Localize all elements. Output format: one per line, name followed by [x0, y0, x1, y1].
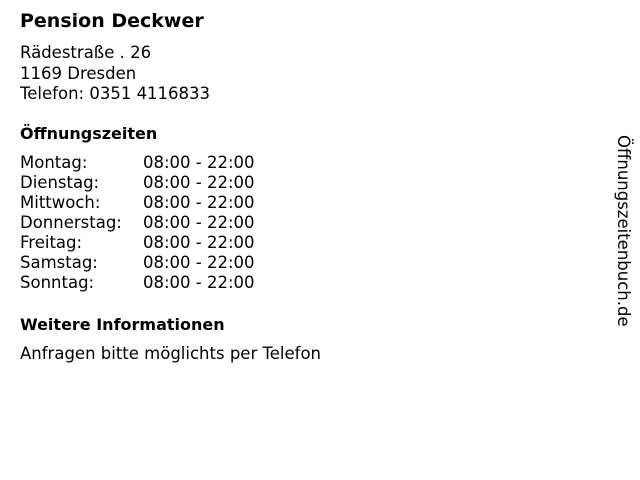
hours-row: Dienstag: 08:00 - 22:00 — [20, 173, 255, 193]
time: 08:00 - 22:00 — [143, 213, 255, 232]
time: 08:00 - 22:00 — [143, 253, 255, 272]
time: 08:00 - 22:00 — [143, 193, 255, 212]
more-info-text: Anfragen bitte möglichts per Telefon — [20, 344, 321, 363]
time: 08:00 - 22:00 — [143, 273, 255, 292]
more-info-heading: Weitere Informationen — [20, 315, 225, 334]
phone: Telefon: 0351 4116833 — [20, 84, 211, 103]
hours-row: Mittwoch: 08:00 - 22:00 — [20, 193, 255, 213]
address-block: Rädestraße . 26 1169 Dresden Telefon: 03… — [20, 43, 210, 105]
day: Freitag: — [20, 233, 83, 252]
day: Sonntag: — [20, 273, 95, 292]
hours-row: Samstag: 08:00 - 22:00 — [20, 253, 255, 273]
street: Rädestraße . 26 — [20, 43, 152, 62]
business-name: Pension Deckwer — [20, 10, 204, 32]
opening-hours-table: Montag: 08:00 - 22:00 Dienstag: 08:00 - 22… — [20, 153, 255, 293]
city: 1169 Dresden — [20, 63, 137, 83]
hours-row: Freitag: 08:00 - 22:00 — [20, 233, 255, 253]
hours-row: Donnerstag: 08:00 - 22:00 — [20, 213, 255, 233]
time: 08:00 - 22:00 — [143, 153, 255, 172]
time: 08:00 - 22:00 — [143, 173, 255, 192]
day: Samstag: — [20, 253, 98, 272]
hours-row: Sonntag: 08:00 - 22:00 — [20, 273, 255, 293]
day: Montag: — [20, 153, 88, 172]
day: Dienstag: — [20, 173, 100, 192]
opening-hours-heading: Öffnungszeiten — [20, 124, 158, 143]
hours-row: Montag: 08:00 - 22:00 — [20, 153, 255, 173]
day: Mittwoch: — [20, 193, 101, 212]
day: Donnerstag: — [20, 213, 122, 232]
time: 08:00 - 22:00 — [143, 233, 255, 252]
watermark: Öffnungszeitenbuch.de — [614, 135, 633, 327]
